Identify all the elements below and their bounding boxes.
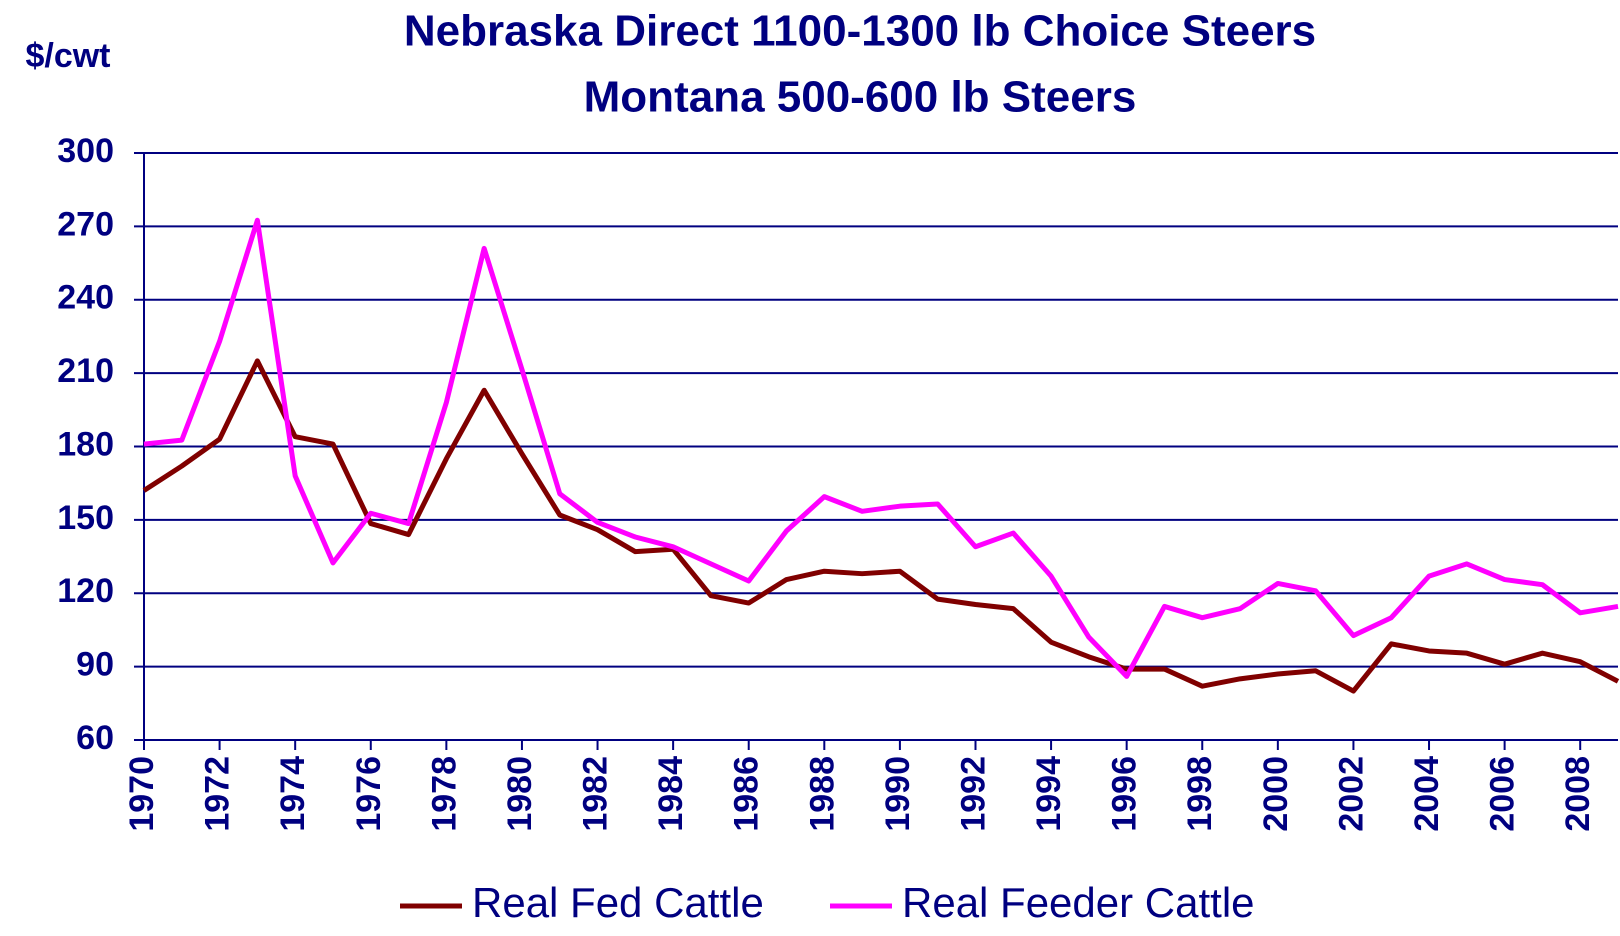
x-tick-label: 1980 [501,756,539,832]
y-tick-label: 90 [76,646,114,684]
x-tick-label: 1978 [425,756,463,832]
x-tick-label: 1984 [652,756,690,832]
x-tick-label: 1972 [199,756,237,832]
chart-subtitle: Montana 500-600 lb Steers [584,73,1137,122]
chart-title: Nebraska Direct 1100-1300 lb Choice Stee… [404,7,1316,56]
line-series [143,217,1619,679]
x-tick-label: 1970 [123,756,161,832]
line-series [142,358,1620,694]
x-tick-label: 1974 [274,756,312,832]
x-tick-label: 1994 [1030,756,1068,832]
y-axis-label: $/cwt [25,37,110,75]
x-tick-label: 1998 [1181,756,1219,832]
x-tick-label: 1996 [1106,756,1144,832]
y-tick-label: 210 [57,352,114,390]
y-tick-label: 240 [57,279,114,317]
x-tick-label: 2002 [1332,756,1370,832]
x-tick-label: 1988 [803,756,841,832]
legend-label: Real Feeder Cattle [902,879,1255,926]
y-tick-label: 60 [76,719,114,757]
x-tick-label: 1986 [728,756,766,832]
y-tick-label: 180 [57,425,114,463]
legend-label: Real Fed Cattle [472,879,764,926]
x-tick-label: 1990 [879,756,917,832]
x-tick-label: 2006 [1484,756,1522,832]
x-tick-label: 1982 [577,756,615,832]
x-tick-label: 2004 [1408,756,1446,832]
x-tick-label: 1992 [954,756,992,832]
y-tick-label: 270 [57,205,114,243]
y-tick-label: 150 [57,499,114,537]
y-tick-label: 120 [57,572,114,610]
x-tick-label: 2000 [1257,756,1295,832]
x-tick-label: 2008 [1559,756,1597,832]
x-tick-label: 1976 [350,756,388,832]
y-tick-label: 300 [57,132,114,170]
